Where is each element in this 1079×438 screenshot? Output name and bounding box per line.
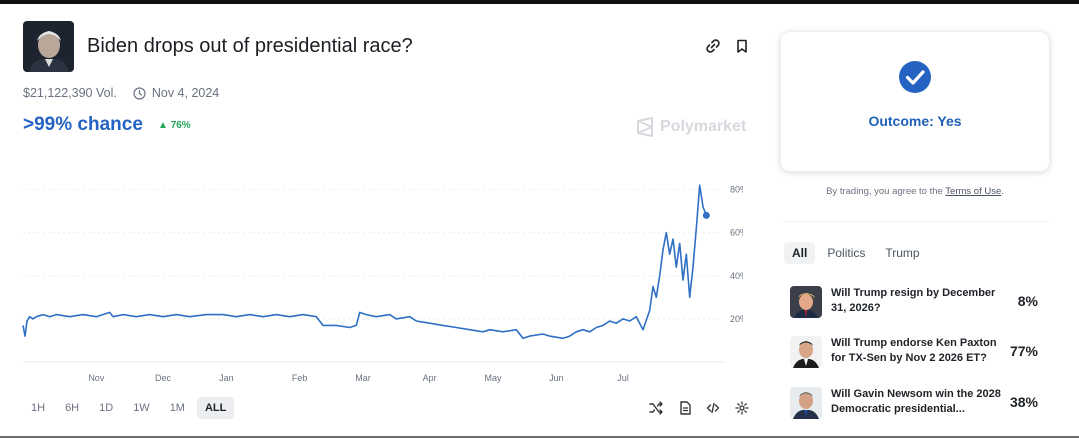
- range-tab-6h[interactable]: 6H: [65, 402, 80, 414]
- outcome-label: Outcome: Yes: [868, 113, 962, 129]
- check-circle-icon: [899, 61, 931, 93]
- market-meta: $21,122,390 Vol. Nov 4, 2024: [23, 86, 219, 100]
- terms-suffix: .: [1001, 186, 1004, 197]
- market-title: Biden drops out of presidential race?: [87, 35, 413, 57]
- window-top-bar: [0, 0, 1079, 4]
- price-chart[interactable]: 20% 40% 60% 80% Nov Dec Jan Feb Mar Apr May Jun Jul: [18, 160, 743, 390]
- market-volume: $21,122,390 Vol.: [23, 86, 117, 100]
- x-tick-label: Mar: [355, 373, 371, 383]
- related-market-image: [790, 336, 822, 368]
- range-tab-1h[interactable]: 1H: [31, 402, 46, 414]
- terms-of-use-link[interactable]: Terms of Use: [945, 186, 1002, 197]
- x-tick-label: Dec: [155, 373, 172, 383]
- related-filters: All Politics Trump: [784, 242, 928, 264]
- related-market-row[interactable]: Will Trump resign by December 31, 2026? …: [790, 284, 1040, 320]
- x-tick-label: Jun: [549, 373, 564, 383]
- terms-prefix: By trading, you agree to the: [826, 186, 946, 197]
- range-tab-1w[interactable]: 1W: [133, 402, 150, 414]
- y-tick-label: 40%: [730, 271, 743, 281]
- chance-value: >99% chance: [23, 114, 143, 135]
- gear-icon[interactable]: [735, 401, 749, 415]
- range-tab-1m[interactable]: 1M: [169, 402, 185, 414]
- x-tick-label: Jul: [617, 373, 629, 383]
- code-icon[interactable]: [706, 401, 720, 415]
- related-market-image: [790, 387, 822, 419]
- link-icon[interactable]: [705, 38, 721, 54]
- related-market-row[interactable]: Will Gavin Newsom win the 2028 Democrati…: [790, 385, 1040, 421]
- time-range-tabs: 1H 6H 1D 1W 1M ALL: [23, 397, 235, 419]
- market-image: [23, 21, 74, 72]
- document-icon[interactable]: [678, 401, 692, 415]
- y-tick-label: 60%: [730, 228, 743, 238]
- polymarket-wordmark: Polymarket: [660, 118, 747, 135]
- clock-icon: [133, 86, 146, 100]
- range-tab-all[interactable]: ALL: [196, 397, 235, 419]
- bookmark-icon[interactable]: [734, 38, 750, 54]
- x-tick-label: Apr: [423, 373, 437, 383]
- polymarket-logo: Polymarket: [636, 117, 746, 137]
- x-tick-label: Nov: [88, 373, 105, 383]
- chance-change: ▲ 76%: [158, 120, 191, 131]
- outcome-card: Outcome: Yes: [780, 31, 1050, 172]
- y-tick-label: 80%: [730, 185, 743, 195]
- filter-all[interactable]: All: [784, 242, 816, 264]
- series-end-point: [702, 211, 710, 219]
- window-bottom-bar: [0, 436, 1079, 438]
- x-tick-label: Jan: [219, 373, 234, 383]
- sidebar-divider: [783, 221, 1049, 222]
- related-market-question: Will Gavin Newsom win the 2028 Democrati…: [831, 388, 1001, 415]
- related-market-image: [790, 286, 822, 318]
- shuffle-icon[interactable]: [649, 401, 663, 415]
- related-market-percent: 77%: [1009, 343, 1038, 359]
- filter-trump[interactable]: Trump: [885, 246, 920, 260]
- related-market-percent: 8%: [1017, 293, 1038, 309]
- related-market-question: Will Trump endorse Ken Paxton for TX-Sen…: [831, 337, 997, 364]
- filter-politics[interactable]: Politics: [827, 246, 866, 260]
- polymarket-icon: [637, 117, 653, 137]
- terms-notice: By trading, you agree to the Terms of Us…: [780, 186, 1050, 197]
- range-tab-1d[interactable]: 1D: [99, 402, 114, 414]
- x-tick-label: May: [484, 373, 502, 383]
- chance-change-value: 76%: [170, 120, 191, 131]
- related-market-row[interactable]: Will Trump endorse Ken Paxton for TX-Sen…: [790, 334, 1040, 370]
- market-end-date: Nov 4, 2024: [151, 86, 220, 100]
- related-market-question: Will Trump resign by December 31, 2026?: [831, 287, 996, 314]
- series-line: [22, 184, 708, 340]
- x-tick-label: Feb: [292, 373, 308, 383]
- up-arrow-icon: ▲: [158, 120, 168, 131]
- y-tick-label: 20%: [730, 314, 743, 324]
- related-market-percent: 38%: [1009, 394, 1038, 410]
